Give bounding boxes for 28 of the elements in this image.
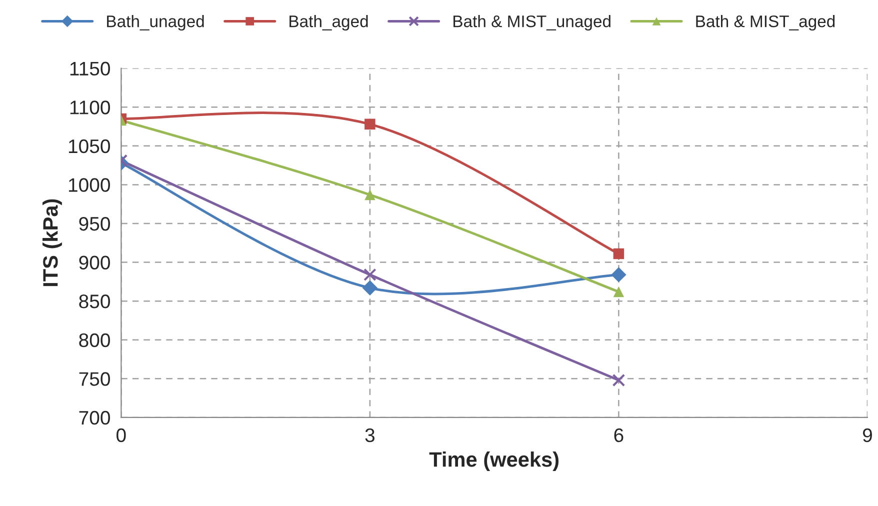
- y-tick-label: 750: [79, 372, 110, 386]
- legend-label: Bath & MIST_aged: [696, 15, 835, 31]
- x-tick-label: 6: [614, 428, 624, 442]
- point: [613, 248, 624, 260]
- x-tick-label: 0: [116, 428, 126, 442]
- point: [364, 189, 376, 200]
- point: [364, 118, 376, 130]
- legend-label: Bath_unaged: [107, 15, 204, 31]
- x-axis-title: Time (weeks): [429, 452, 559, 471]
- y-tick-label: 1000: [68, 178, 110, 192]
- y-tick-label: 900: [79, 256, 110, 270]
- y-tick-label: 800: [79, 333, 110, 348]
- point: [612, 374, 626, 387]
- point: [613, 286, 624, 298]
- point: [611, 267, 626, 282]
- legend-label: Bath & MIST_unaged: [454, 15, 610, 31]
- y-axis-title: ITS (kPa): [42, 199, 62, 286]
- y-tick-label: 950: [79, 216, 110, 231]
- y-tick-label: 1150: [70, 62, 110, 76]
- y-tick-label: 1100: [70, 100, 110, 114]
- x-tick-label: 3: [365, 428, 374, 442]
- point: [364, 268, 376, 282]
- x-tick-label: 9: [862, 428, 872, 442]
- point: [362, 280, 378, 296]
- y-tick-label: 1050: [68, 139, 110, 154]
- y-tick-label: 850: [79, 294, 110, 308]
- y-tick-label: 700: [79, 410, 110, 425]
- legend-label: Bath_aged: [290, 15, 368, 31]
